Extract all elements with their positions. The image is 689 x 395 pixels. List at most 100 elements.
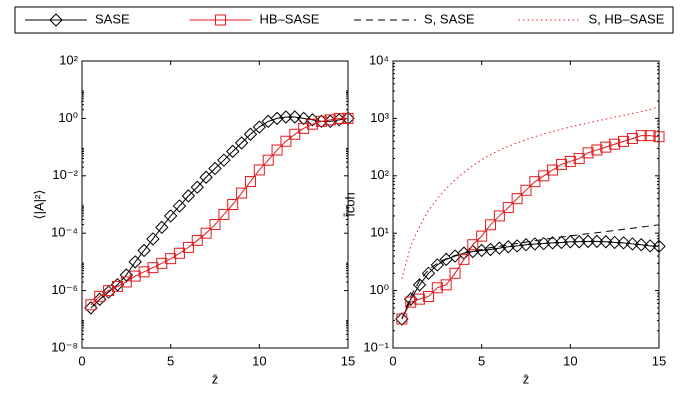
marker-diamond <box>217 153 231 167</box>
marker-diamond <box>199 170 213 184</box>
marker-square <box>511 193 523 205</box>
y-tick-label: 10⁻⁸ <box>51 339 78 354</box>
marker-diamond <box>243 127 258 141</box>
marker-square <box>529 176 541 188</box>
marker-diamond <box>599 235 613 249</box>
marker-square <box>253 164 265 176</box>
marker-square <box>244 176 256 188</box>
marker-square <box>618 135 630 147</box>
x-tick-label: 0 <box>78 353 85 368</box>
marker-square <box>209 219 221 231</box>
marker-square <box>449 267 461 279</box>
marker-square <box>227 199 239 210</box>
marker-diamond <box>190 180 204 194</box>
marker-square <box>476 230 488 242</box>
marker-square <box>591 144 603 156</box>
marker-square <box>600 141 612 153</box>
marker-square <box>573 153 585 165</box>
marker-square <box>485 219 497 231</box>
marker-diamond <box>93 292 107 306</box>
y-axis-label: Īcoh <box>342 192 357 217</box>
marker-diamond <box>288 110 302 124</box>
x-tick-label: 10 <box>563 353 577 368</box>
series-line <box>401 135 660 320</box>
marker-square <box>644 130 656 142</box>
marker-square <box>191 234 203 246</box>
y-tick-label: 10⁰ <box>58 110 78 125</box>
marker-square <box>493 210 505 222</box>
series-line <box>90 116 349 309</box>
x-axis-label: z̄ <box>523 371 530 386</box>
marker-square <box>564 155 576 167</box>
marker-square <box>111 280 123 292</box>
marker-diamond <box>84 301 98 315</box>
marker-square <box>653 131 665 143</box>
marker-diamond <box>172 199 187 213</box>
marker-square <box>414 293 426 305</box>
y-tick-label: 10⁴ <box>369 52 389 67</box>
y-tick-label: 10⁻¹ <box>363 339 389 354</box>
y-axis-label: ⟨|A|²⟩ <box>31 190 46 220</box>
series-line <box>401 224 660 320</box>
marker-square <box>138 266 150 278</box>
marker-diamond <box>208 161 222 176</box>
marker-square <box>324 114 336 126</box>
marker-diamond <box>421 266 436 281</box>
marker-square <box>315 115 327 127</box>
marker-square <box>555 158 567 170</box>
marker-square <box>200 227 212 239</box>
y-tick-label: 10⁰ <box>369 282 389 297</box>
marker-diamond <box>296 111 311 126</box>
y-tick-label: 10⁻⁴ <box>51 225 78 240</box>
marker-diamond <box>395 312 409 326</box>
marker-diamond <box>279 110 293 124</box>
series-line <box>401 106 660 280</box>
marker-square <box>120 276 132 288</box>
marker-diamond <box>430 258 445 272</box>
marker-square <box>396 313 408 325</box>
marker-square <box>103 285 115 297</box>
plot-area <box>81 60 349 349</box>
y-tick-label: 10³ <box>370 110 389 125</box>
marker-square <box>280 135 292 147</box>
marker-square <box>431 282 443 294</box>
marker-square <box>298 122 310 134</box>
x-tick-label: 5 <box>478 353 485 368</box>
marker-square <box>262 154 274 166</box>
marker-square <box>440 279 452 291</box>
marker-square <box>635 130 647 142</box>
marker-diamond <box>581 234 595 249</box>
y-tick-label: 10² <box>59 52 78 67</box>
marker-square <box>289 128 301 140</box>
legend-marker <box>49 13 63 27</box>
legend-label: S, SASE <box>424 11 475 26</box>
marker-diamond <box>652 239 666 254</box>
marker-diamond <box>226 144 240 159</box>
marker-diamond <box>607 235 622 250</box>
x-tick-label: 15 <box>341 353 355 368</box>
series-line <box>401 240 660 320</box>
x-tick-label: 15 <box>652 353 666 368</box>
marker-diamond <box>625 237 640 251</box>
plot-area <box>392 60 660 349</box>
marker-diamond <box>252 120 267 134</box>
legend-label: S, HB–SASE <box>589 11 665 26</box>
marker-diamond <box>234 136 249 150</box>
x-tick-label: 10 <box>252 353 266 368</box>
marker-diamond <box>128 255 142 269</box>
marker-square <box>342 112 354 124</box>
marker-square <box>85 299 97 311</box>
legend-box <box>14 6 674 34</box>
marker-square <box>582 147 594 159</box>
marker-square <box>467 239 479 251</box>
marker-diamond <box>163 209 178 223</box>
marker-square <box>218 208 230 220</box>
marker-diamond <box>137 243 151 258</box>
marker-diamond <box>616 236 631 250</box>
marker-square <box>502 202 514 214</box>
x-tick-label: 0 <box>389 353 396 368</box>
legend-label: SASE <box>95 11 130 26</box>
marker-square <box>147 262 159 274</box>
marker-square <box>405 296 417 308</box>
